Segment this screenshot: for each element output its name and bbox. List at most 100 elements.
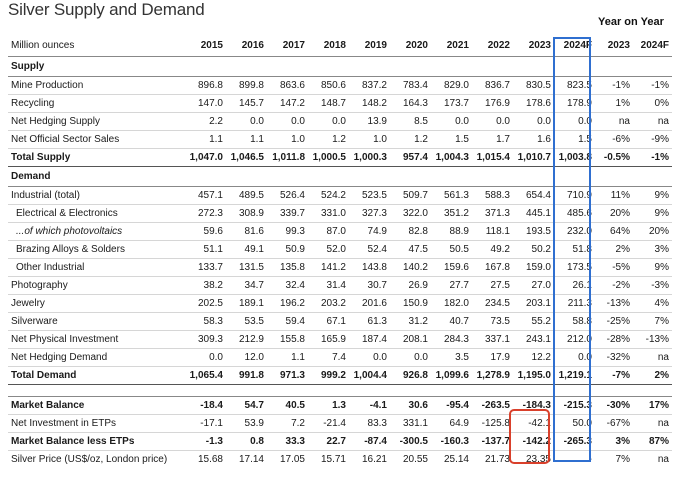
- value-cell: 27.7: [431, 276, 472, 295]
- value-cell: 999.2: [308, 365, 349, 385]
- yoy-cell: 9%: [633, 186, 672, 205]
- yoy-cell: na: [657, 453, 669, 465]
- yoy-cell: -13%: [633, 330, 672, 349]
- value-cell: 1.7: [472, 130, 513, 149]
- yoy-cell: 20%: [595, 204, 633, 223]
- yoy-cell: 11%: [595, 186, 633, 205]
- value-cell: 15.68: [197, 453, 223, 465]
- value-cell: 27.0: [513, 276, 554, 295]
- yoy-cell: 87%: [633, 432, 672, 451]
- value-cell: 1.0: [267, 130, 308, 149]
- year-header: 2020: [390, 35, 431, 57]
- value-cell: 61.3: [349, 312, 390, 331]
- value-cell: 1.6: [513, 130, 554, 149]
- value-cell: -17.1: [184, 414, 226, 433]
- year-header: 2023: [513, 35, 554, 57]
- value-cell: 20.55: [402, 453, 428, 465]
- value-cell: 509.7: [390, 186, 431, 205]
- table-row: Brazing Alloys & Solders 51.1 49.1 50.9 52.0…: [8, 240, 672, 259]
- spacer-cell: [8, 384, 672, 397]
- value-cell: 957.4: [390, 147, 431, 167]
- value-cell: 13.9: [349, 112, 390, 131]
- value-cell: 23.35: [525, 453, 551, 465]
- row-label: Net Official Sector Sales: [8, 130, 184, 149]
- yoy-cell: -2%: [595, 276, 633, 295]
- row-label: Industrial (total): [8, 186, 184, 205]
- value-cell: 1,010.7: [513, 147, 554, 167]
- value-cell: 1.3: [308, 396, 349, 415]
- row-label: Photography: [8, 276, 184, 295]
- yoy-cell: -28%: [595, 330, 633, 349]
- yoy-cell: 1%: [595, 94, 633, 113]
- value-cell: 26.1: [554, 276, 595, 295]
- yoy-cell: -6%: [595, 130, 633, 149]
- row-label: Total Supply: [8, 147, 184, 167]
- year-header: 2021: [431, 35, 472, 57]
- value-cell: 50.9: [267, 240, 308, 259]
- yoy-cell: na: [633, 414, 672, 433]
- year-on-year-heading: Year on Year: [598, 16, 664, 28]
- value-cell: -300.5: [390, 432, 431, 451]
- yoy-cell: -7%: [595, 365, 633, 385]
- value-cell: 31.4: [308, 276, 349, 295]
- value-cell: 710.9: [554, 186, 595, 205]
- value-cell: 1.5: [431, 130, 472, 149]
- value-cell: 88.9: [431, 222, 472, 241]
- value-cell: -87.4: [349, 432, 390, 451]
- value-cell: 32.4: [267, 276, 308, 295]
- yoy-cell: na: [633, 348, 672, 367]
- value-cell: 52.4: [349, 240, 390, 259]
- yoy-cell: 64%: [595, 222, 633, 241]
- value-cell: 16.21: [361, 453, 387, 465]
- yoy-cell: 3%: [633, 240, 672, 259]
- yoy-cell: 4%: [633, 294, 672, 313]
- value-cell: 173.7: [431, 94, 472, 113]
- yoy-cell: -1%: [595, 76, 633, 95]
- value-cell: 150.9: [390, 294, 431, 313]
- value-cell: 21.73: [484, 453, 510, 465]
- yoy-cell: -25%: [595, 312, 633, 331]
- value-cell: 141.2: [308, 258, 349, 277]
- value-cell: 1.1: [267, 348, 308, 367]
- value-cell: 30.7: [349, 276, 390, 295]
- value-cell: 899.8: [226, 76, 267, 95]
- yoy-cell: 7%: [615, 453, 630, 465]
- value-cell: 30.6: [390, 396, 431, 415]
- value-cell: 1,046.5: [226, 147, 267, 167]
- value-cell: 173.5: [554, 258, 595, 277]
- value-cell: 783.4: [390, 76, 431, 95]
- value-cell: 178.6: [513, 94, 554, 113]
- value-cell: 25.14: [443, 453, 469, 465]
- value-cell: 0.0: [472, 112, 513, 131]
- value-cell: 243.1: [513, 330, 554, 349]
- value-cell: 991.8: [226, 365, 267, 385]
- value-cell: 58.8: [554, 312, 595, 331]
- value-cell: -265.3: [554, 432, 595, 451]
- value-cell: 49.1: [226, 240, 267, 259]
- value-cell: 7.4: [308, 348, 349, 367]
- yoy-header: 2024F: [633, 35, 672, 57]
- table-row: Net Official Sector Sales 1.1 1.1 1.0 1.2 1.0…: [8, 130, 672, 149]
- value-cell: 1,004.3: [431, 147, 472, 167]
- value-cell: 147.2: [267, 94, 308, 113]
- value-cell: 27.5: [472, 276, 513, 295]
- value-cell: 59.6: [184, 222, 226, 241]
- value-cell: 1,065.4: [184, 365, 226, 385]
- table-row: ...of which photovoltaics 59.6 81.6 99.3 87.…: [8, 222, 672, 241]
- value-cell: 17.14: [238, 453, 264, 465]
- value-cell: 351.2: [431, 204, 472, 223]
- value-cell: 193.5: [513, 222, 554, 241]
- value-cell: 208.1: [390, 330, 431, 349]
- value-cell: -1.3: [184, 432, 226, 451]
- value-cell: 38.2: [184, 276, 226, 295]
- section-heading-row: Demand: [8, 166, 672, 187]
- value-cell: 211.3: [554, 294, 595, 313]
- value-cell: 49.2: [472, 240, 513, 259]
- value-cell: 327.3: [349, 204, 390, 223]
- value-cell: 12.2: [513, 348, 554, 367]
- value-cell: 53.5: [226, 312, 267, 331]
- value-cell: 234.5: [472, 294, 513, 313]
- value-cell: 99.3: [267, 222, 308, 241]
- value-cell: 331.0: [308, 204, 349, 223]
- value-cell: -215.3: [554, 396, 595, 415]
